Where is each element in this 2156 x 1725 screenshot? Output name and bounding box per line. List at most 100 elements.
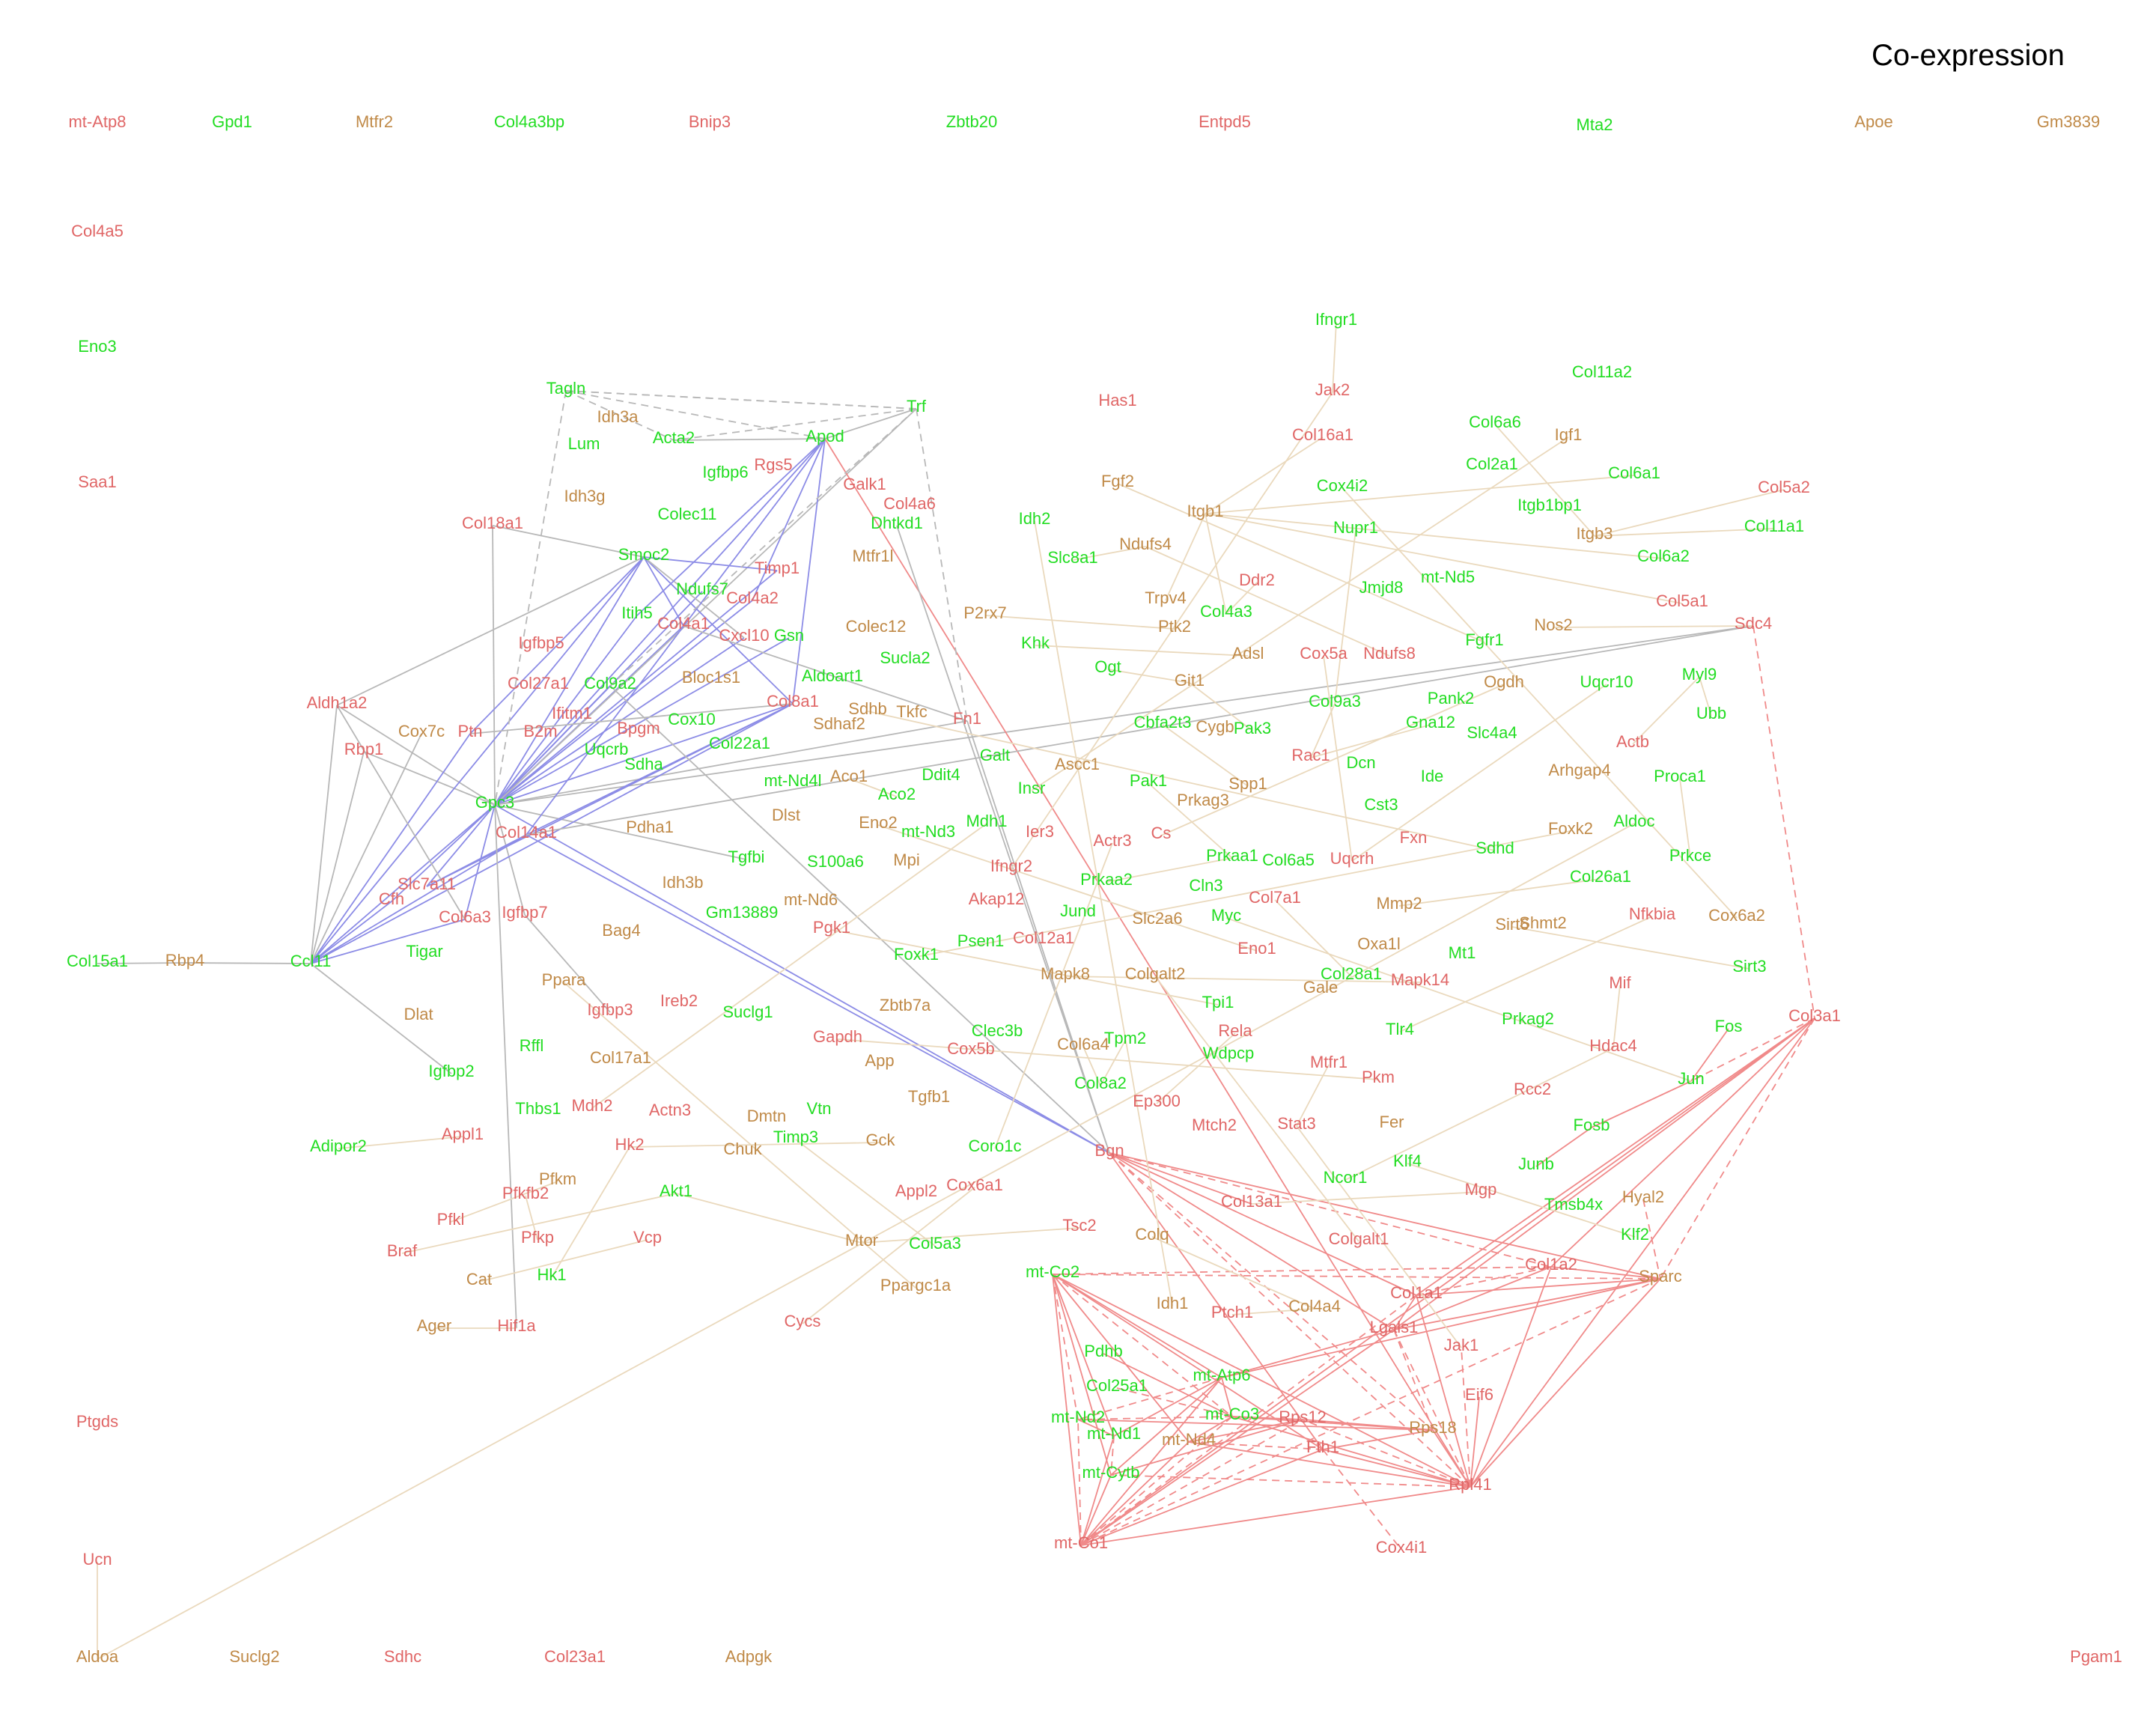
node-Foxk2: Foxk2 (1548, 819, 1593, 838)
edge-Ifngr2-Jak2 (1011, 392, 1333, 869)
node-Ubb: Ubb (1696, 704, 1726, 722)
node-Ager: Ager (417, 1316, 451, 1335)
node-Bag4: Bag4 (602, 921, 640, 940)
edge-Lgals1-mt-Atp6 (1221, 1329, 1395, 1378)
node-Col26a1: Col26a1 (1570, 867, 1631, 886)
edge-mt-Co2-mt-Atp6 (1052, 1274, 1222, 1378)
node-mt-Co1: mt-Co1 (1054, 1533, 1108, 1552)
node-Col4a3: Col4a3 (1200, 602, 1252, 621)
node-Khk: Khk (1021, 633, 1050, 652)
edge-Ccl11-Col6a3 (310, 919, 466, 964)
edge-Mif-Hdac4 (1613, 985, 1621, 1049)
node-Colq: Colq (1135, 1225, 1169, 1244)
node-Junb: Junb (1518, 1154, 1554, 1173)
node-Pgam1: Pgam1 (2070, 1647, 2122, 1666)
node-Tsc2: Tsc2 (1062, 1216, 1096, 1235)
node-Arhgap4: Arhgap4 (1548, 761, 1610, 779)
edge-Dhtkd1-Bgn (896, 525, 1110, 1154)
edge-Cycs-Cox6a1 (802, 1187, 975, 1324)
edge-Col14a1-Ccl11 (310, 834, 527, 964)
node-Col5a2: Col5a2 (1758, 478, 1810, 496)
edge-Gpc3-Cxcl10 (494, 637, 745, 806)
node-Fth1: Fth1 (1306, 1438, 1339, 1456)
node-Pak3: Pak3 (1234, 719, 1271, 737)
node-Mapk8: Mapk8 (1041, 964, 1090, 983)
node-Cygb: Cygb (1196, 717, 1234, 736)
edge-Col3a1-mt-Co1 (1080, 1017, 1815, 1546)
edge-mt-Co2-mt-Nd4 (1052, 1274, 1190, 1443)
node-Tpi1: Tpi1 (1202, 993, 1234, 1011)
edge-Mmp2-Col26a1 (1398, 878, 1601, 907)
edge-Apod-Trf (824, 408, 917, 439)
node-Cox6a2: Cox6a2 (1708, 906, 1765, 925)
edge-Cbfa2t3-Spp1 (1162, 724, 1249, 787)
edge-Ogt-Git1 (1107, 669, 1190, 684)
node-Git1: Git1 (1175, 671, 1205, 690)
node-Ppara: Ppara (542, 970, 586, 989)
node-Fos: Fos (1715, 1017, 1743, 1035)
node-Cfh: Cfh (379, 889, 404, 908)
node-Col6a5: Col6a5 (1262, 851, 1315, 869)
edge-Gpc3-Bgn (494, 804, 1110, 1154)
node-Hk2: Hk2 (615, 1135, 644, 1154)
edge-Col3a1-Rpl41 (1470, 1017, 1815, 1488)
node-Fgf2: Fgf2 (1101, 472, 1134, 490)
node-Aldoart1: Aldoart1 (802, 666, 863, 685)
edge-Col1a2-Sparc (1550, 1266, 1661, 1280)
edge-Lgals1-Rps18 (1393, 1329, 1434, 1431)
node-Hdac4: Hdac4 (1589, 1036, 1637, 1055)
edge-Pfkp-Pfkfb2 (525, 1195, 538, 1241)
node-Tpm2: Tpm2 (1104, 1029, 1146, 1047)
edge-Trf-Fn1 (916, 408, 968, 722)
node-Hif1a: Hif1a (497, 1316, 536, 1335)
node-Actb: Actb (1616, 732, 1649, 751)
node-Thbs1: Thbs1 (515, 1099, 561, 1118)
node-Pdha1: Pdha1 (626, 818, 674, 836)
node-Pkm: Pkm (1362, 1068, 1395, 1086)
node-Ide: Ide (1421, 767, 1444, 785)
node-Ogdh: Ogdh (1484, 672, 1524, 691)
node-Akt1: Akt1 (660, 1181, 692, 1200)
edge-mt-Co1-Rps12 (1080, 1419, 1303, 1546)
edge-mt-Co3-Rps18 (1231, 1416, 1434, 1431)
node-Col5a1: Col5a1 (1656, 591, 1708, 610)
node-Akap12: Akap12 (969, 889, 1025, 908)
node-Jmjd8: Jmjd8 (1359, 578, 1404, 597)
edge-P2rx7-Ptk2 (984, 615, 1175, 630)
node-Tgfb1: Tgfb1 (908, 1087, 950, 1106)
edge-mt-Co2-mt-Co3 (1052, 1274, 1233, 1417)
node-Gm3839: Gm3839 (2037, 112, 2100, 131)
edge-Sdhd-Sdhb (867, 711, 1496, 851)
node-Sdha: Sdha (624, 755, 663, 773)
edge-Nupr1-Col9a3 (1334, 529, 1356, 705)
node-Myc: Myc (1211, 906, 1241, 925)
node-App: App (865, 1051, 894, 1070)
edge-Smoc2-Ptn (469, 556, 645, 734)
node-Colgalt1: Colgalt1 (1329, 1229, 1389, 1248)
node-Sirt3: Sirt3 (1732, 957, 1766, 976)
edge-Gna12-Rac1 (1310, 724, 1431, 758)
edge-Pkm-Gapdh (837, 1038, 1379, 1080)
node-Col8a2: Col8a2 (1074, 1074, 1127, 1092)
node-Appl1: Appl1 (442, 1125, 484, 1143)
node-Mif: Mif (1609, 973, 1631, 992)
node-Cxcl10: Cxcl10 (719, 626, 769, 645)
edge-Gpc3-Ndufs7 (494, 591, 703, 806)
node-Hyal2: Hyal2 (1622, 1187, 1664, 1206)
node-Ireb2: Ireb2 (660, 991, 698, 1010)
edge-Lgals1-Rpl41 (1393, 1329, 1471, 1488)
node-Aldh1a2: Aldh1a2 (307, 693, 368, 712)
node-Col2a1: Col2a1 (1466, 454, 1518, 473)
node-Aldoa: Aldoa (76, 1647, 119, 1666)
edge-Rpl41-mt-Co1 (1080, 1486, 1471, 1546)
node-Dcn: Dcn (1346, 753, 1375, 772)
edge-Bgn-Lgals1 (1109, 1152, 1395, 1330)
edge-Trf-Col9a2 (609, 408, 917, 687)
edge-Ppargc1a-Ppara (563, 982, 916, 1289)
node-Col3a1: Col3a1 (1788, 1006, 1841, 1025)
edge-Mapk14-Mapk8 (1065, 976, 1421, 983)
node-Col6a3: Col6a3 (439, 907, 491, 926)
edge-Khk-Adsl (1035, 645, 1249, 657)
edge-Itgb1-Col5a1 (1205, 513, 1683, 604)
node-Aco1: Aco1 (830, 767, 868, 785)
